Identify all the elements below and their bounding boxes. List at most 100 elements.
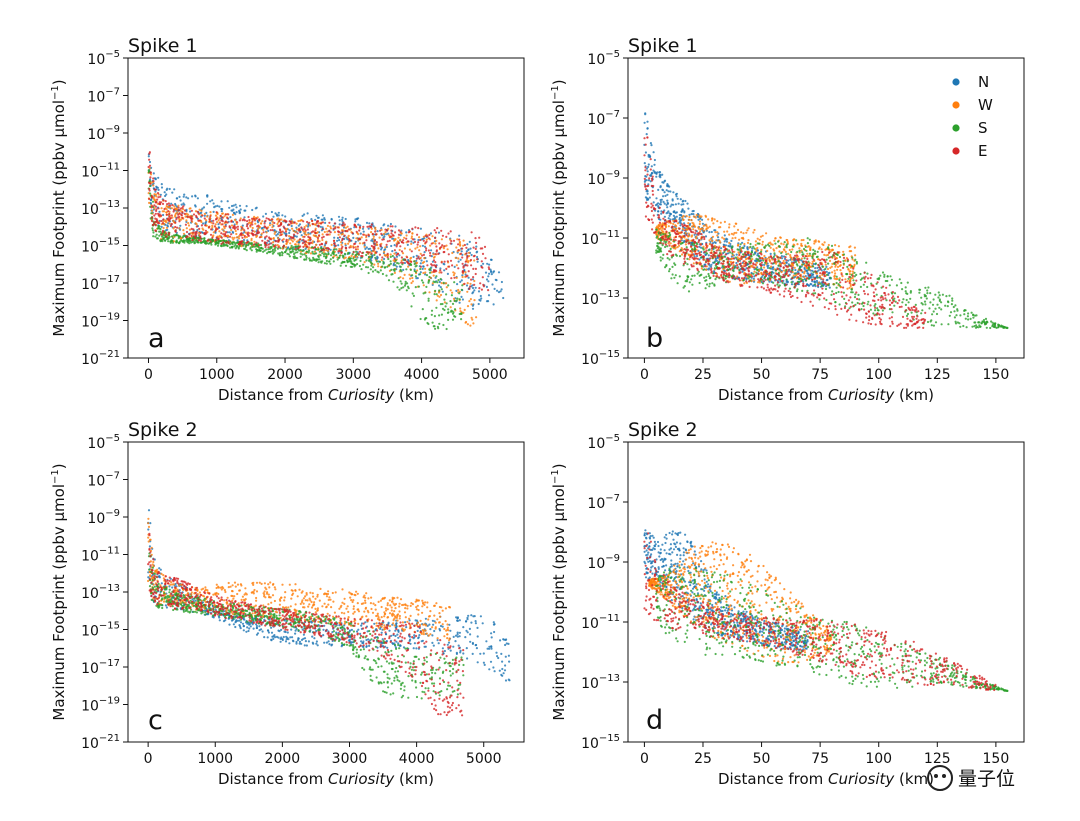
point-W bbox=[770, 243, 773, 246]
point-S bbox=[171, 237, 175, 240]
point-E bbox=[232, 225, 235, 228]
point-E bbox=[416, 233, 419, 236]
point-S bbox=[707, 274, 711, 278]
point-W bbox=[733, 225, 736, 228]
point-N bbox=[438, 284, 441, 287]
point-N bbox=[344, 217, 347, 221]
point-S bbox=[659, 233, 663, 237]
point-N bbox=[180, 203, 183, 206]
point-W bbox=[848, 286, 851, 289]
point-N bbox=[170, 202, 173, 205]
point-N bbox=[372, 225, 375, 228]
point-W bbox=[215, 221, 219, 224]
point-N bbox=[814, 267, 817, 270]
point-W bbox=[325, 249, 328, 252]
point-N bbox=[682, 199, 685, 202]
point-N bbox=[485, 285, 488, 288]
point-S bbox=[303, 253, 306, 256]
point-S bbox=[924, 303, 927, 306]
point-S bbox=[819, 282, 822, 285]
point-N bbox=[157, 188, 160, 191]
point-S bbox=[806, 242, 810, 245]
panels: 0 1000 2000 3000 4000 500010−2110−1910−1710−1… bbox=[50, 35, 1025, 788]
point-N bbox=[329, 248, 332, 251]
point-S bbox=[453, 281, 456, 284]
point-N bbox=[672, 191, 675, 194]
point-E bbox=[429, 254, 432, 257]
point-S bbox=[399, 265, 402, 268]
point-W bbox=[714, 231, 717, 234]
point-S bbox=[217, 241, 220, 245]
point-W bbox=[817, 247, 821, 250]
point-N bbox=[679, 198, 682, 201]
point-S bbox=[929, 320, 932, 323]
point-S bbox=[353, 263, 356, 266]
point-S bbox=[761, 282, 765, 285]
point-W bbox=[723, 230, 726, 233]
point-S bbox=[688, 268, 691, 271]
point-E bbox=[282, 244, 285, 247]
point-E bbox=[153, 204, 156, 207]
point-S bbox=[853, 271, 856, 274]
point-E bbox=[168, 212, 171, 215]
point-S bbox=[870, 282, 873, 285]
point-S bbox=[284, 251, 287, 254]
point-S bbox=[204, 242, 207, 245]
point-E bbox=[194, 236, 197, 239]
point-W bbox=[779, 236, 782, 239]
point-S bbox=[332, 260, 335, 263]
point-N bbox=[147, 155, 150, 158]
point-N bbox=[391, 237, 394, 240]
point-W bbox=[418, 236, 421, 239]
point-E bbox=[181, 206, 184, 209]
point-E bbox=[297, 246, 300, 250]
point-W bbox=[403, 273, 406, 276]
point-W bbox=[462, 311, 465, 314]
point-W bbox=[459, 307, 462, 310]
point-E bbox=[263, 222, 266, 225]
point-S bbox=[434, 327, 437, 330]
point-N bbox=[477, 302, 480, 306]
point-S bbox=[902, 298, 905, 301]
point-N bbox=[236, 239, 239, 242]
point-W bbox=[715, 239, 718, 242]
point-S bbox=[979, 325, 982, 328]
point-W bbox=[834, 272, 837, 275]
point-S bbox=[931, 313, 934, 316]
point-E bbox=[258, 236, 261, 239]
point-N bbox=[667, 217, 670, 220]
point-S bbox=[325, 262, 328, 265]
point-N bbox=[652, 201, 655, 204]
point-W bbox=[831, 248, 834, 251]
point-E bbox=[481, 276, 484, 279]
point-E bbox=[436, 227, 439, 230]
point-N bbox=[723, 240, 726, 243]
point-W bbox=[313, 250, 316, 253]
point-E bbox=[417, 227, 420, 230]
point-S bbox=[306, 250, 309, 253]
point-N bbox=[166, 187, 169, 190]
point-S bbox=[206, 242, 209, 245]
point-S bbox=[801, 289, 804, 292]
point-S bbox=[328, 260, 331, 263]
point-E bbox=[400, 250, 404, 253]
point-W bbox=[408, 248, 412, 251]
point-W bbox=[473, 259, 476, 262]
point-W bbox=[711, 217, 714, 220]
point-E bbox=[309, 238, 312, 241]
point-S bbox=[303, 258, 306, 261]
point-W bbox=[186, 213, 190, 216]
point-W bbox=[445, 286, 448, 289]
point-W bbox=[664, 226, 668, 229]
point-S bbox=[155, 233, 158, 236]
point-S bbox=[950, 303, 954, 306]
point-S bbox=[883, 275, 886, 278]
point-W bbox=[287, 239, 290, 242]
point-W bbox=[746, 241, 750, 244]
point-E bbox=[430, 242, 433, 245]
point-E bbox=[212, 219, 215, 222]
point-E bbox=[361, 251, 364, 255]
point-E bbox=[434, 269, 437, 272]
point-E bbox=[206, 239, 209, 242]
point-E bbox=[459, 252, 463, 255]
